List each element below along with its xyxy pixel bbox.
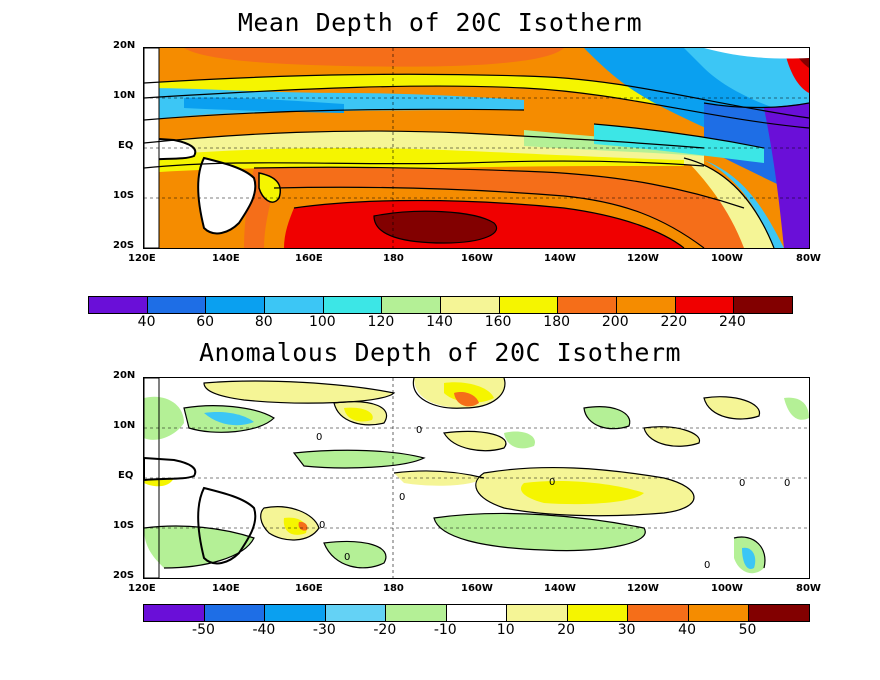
colorbar-label: -20 — [373, 622, 397, 638]
colorbar-label: 200 — [601, 314, 629, 330]
colorbar-swatch — [628, 605, 689, 621]
lat-tick-20n: 20N — [113, 370, 136, 381]
colorbar-label: 10 — [496, 622, 515, 638]
colorbar-label: 50 — [738, 622, 757, 638]
colorbar-swatch — [499, 297, 559, 313]
colorbar-label: 180 — [543, 314, 571, 330]
anomaly-depth-title: Anomalous Depth of 20C Isotherm — [198, 338, 682, 367]
colorbar-label: 20 — [557, 622, 576, 638]
colorbar-label: 80 — [254, 314, 273, 330]
lon-tick-120w: 120W — [627, 253, 659, 264]
colorbar-swatch — [144, 605, 205, 621]
lon-tick-140e: 140E — [212, 583, 240, 594]
contour-label: 0 — [739, 478, 745, 489]
contour-label: 0 — [549, 477, 555, 488]
mean-depth-colorbar — [88, 296, 793, 314]
colorbar-label: 220 — [660, 314, 688, 330]
colorbar-swatch — [89, 297, 148, 313]
lat-tick-20n: 20N — [113, 40, 136, 51]
mean-depth-title: Mean Depth of 20C Isotherm — [237, 8, 643, 37]
colorbar-swatch — [382, 297, 442, 313]
lon-tick-100w: 100W — [711, 583, 743, 594]
contour-label: 0 — [319, 520, 325, 531]
colorbar-swatch — [206, 297, 266, 313]
lat-tick-eq: EQ — [118, 140, 134, 151]
mean-depth-map — [143, 47, 810, 249]
colorbar-label: -10 — [433, 622, 457, 638]
anomaly-depth-field: 0 0 0 0 0 0 0 0 0 — [144, 378, 809, 578]
mean-depth-field — [144, 48, 809, 248]
colorbar-swatch — [688, 605, 750, 621]
lon-tick-160e: 160E — [295, 253, 323, 264]
colorbar-swatch — [734, 297, 793, 313]
colorbar-swatch — [441, 297, 500, 313]
colorbar-label: 120 — [367, 314, 395, 330]
contour-label: 0 — [316, 432, 322, 443]
lon-tick-80w: 80W — [796, 253, 821, 264]
lon-tick-80w: 80W — [796, 583, 821, 594]
colorbar-label: -50 — [192, 622, 215, 638]
colorbar-label: 30 — [617, 622, 636, 638]
lon-tick-120w: 120W — [627, 583, 659, 594]
lon-tick-140w: 140W — [544, 583, 576, 594]
contour-label: 0 — [399, 492, 405, 503]
colorbar-swatch — [617, 297, 676, 313]
lon-tick-180: 180 — [383, 253, 404, 264]
colorbar-swatch — [446, 605, 508, 621]
anomaly-depth-map: 0 0 0 0 0 0 0 0 0 — [143, 377, 810, 579]
colorbar-label: 40 — [137, 314, 156, 330]
contour-label: 0 — [416, 425, 422, 436]
lon-tick-120e: 120E — [128, 253, 156, 264]
lon-tick-100w: 100W — [711, 253, 743, 264]
lon-tick-140e: 140E — [212, 253, 240, 264]
lon-tick-160e: 160E — [295, 583, 323, 594]
contour-label: 0 — [784, 478, 790, 489]
colorbar-label: -40 — [252, 622, 276, 638]
lon-tick-140w: 140W — [544, 253, 576, 264]
colorbar-swatch — [507, 605, 568, 621]
lat-tick-10s: 10S — [113, 520, 135, 531]
colorbar-swatch — [265, 605, 326, 621]
colorbar-swatch — [386, 605, 447, 621]
colorbar-label: 60 — [196, 314, 215, 330]
lon-tick-160w: 160W — [461, 253, 493, 264]
lat-tick-20s: 20S — [113, 570, 135, 581]
anomaly-depth-colorbar — [143, 604, 810, 622]
colorbar-swatch — [675, 297, 735, 313]
lat-tick-10n: 10N — [113, 420, 136, 431]
colorbar-swatch — [749, 605, 810, 621]
lat-tick-10n: 10N — [113, 90, 136, 101]
lon-tick-180: 180 — [383, 583, 404, 594]
lat-tick-10s: 10S — [113, 190, 135, 201]
colorbar-swatch — [147, 297, 207, 313]
colorbar-label: 140 — [426, 314, 453, 330]
colorbar-label: -30 — [312, 622, 336, 638]
colorbar-label: 40 — [678, 622, 696, 638]
colorbar-label: 160 — [484, 314, 512, 330]
colorbar-swatch — [204, 605, 266, 621]
contour-label: 0 — [704, 560, 710, 571]
contour-label: 0 — [344, 552, 350, 563]
colorbar-swatch — [325, 605, 387, 621]
colorbar-label: 240 — [719, 314, 746, 330]
lat-tick-eq: EQ — [118, 470, 134, 481]
colorbar-swatch — [323, 297, 383, 313]
colorbar-swatch — [265, 297, 324, 313]
colorbar-swatch — [567, 605, 629, 621]
colorbar-swatch — [558, 297, 618, 313]
lon-tick-160w: 160W — [461, 583, 493, 594]
lon-tick-120e: 120E — [128, 583, 156, 594]
lat-tick-20s: 20S — [113, 240, 135, 251]
colorbar-label: 100 — [308, 314, 336, 330]
